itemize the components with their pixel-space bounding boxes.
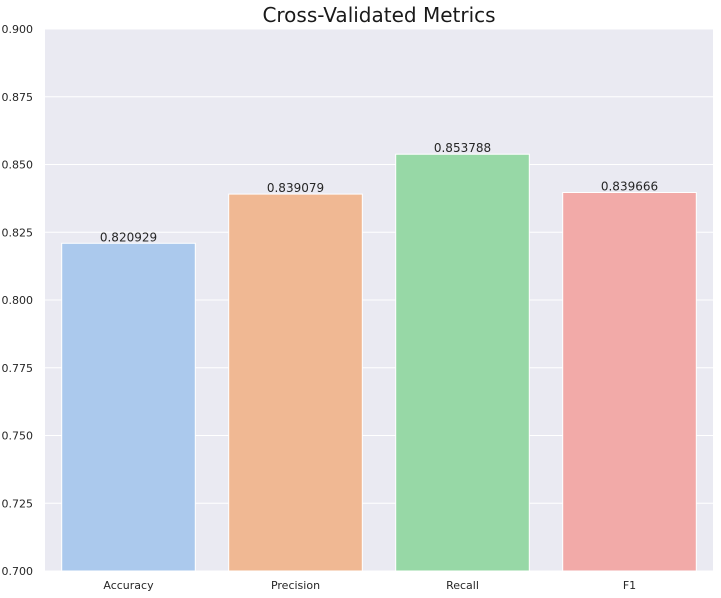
chart-title: Cross-Validated Metrics xyxy=(262,3,495,27)
x-axis-tick-labels: Accuracy Precision Recall F1 xyxy=(103,579,636,592)
bar-precision xyxy=(228,193,363,572)
y-axis-tick-labels: 0.700 0.725 0.750 0.775 0.800 0.825 0.850 0.875… xyxy=(2,23,34,578)
y-tick-label: 0.850 xyxy=(2,159,34,172)
bar-value-label: 0.839666 xyxy=(601,180,658,194)
x-tick-label: F1 xyxy=(623,579,636,592)
bar-value-label: 0.820929 xyxy=(100,230,157,244)
x-tick-label: Recall xyxy=(446,579,479,592)
bar-f1 xyxy=(562,192,697,572)
bar-value-labels: 0.820929 0.839079 0.853788 0.839666 xyxy=(100,141,658,244)
y-tick-label: 0.800 xyxy=(2,294,34,307)
y-tick-label: 0.725 xyxy=(2,497,34,510)
y-tick-label: 0.750 xyxy=(2,430,34,443)
y-tick-label: 0.700 xyxy=(2,565,34,578)
bar-recall xyxy=(395,153,530,572)
y-tick-label: 0.875 xyxy=(2,91,34,104)
bars xyxy=(61,153,697,572)
bar-value-label: 0.839079 xyxy=(267,181,324,195)
y-tick-label: 0.900 xyxy=(2,23,34,36)
x-tick-label: Precision xyxy=(271,579,320,592)
y-tick-label: 0.775 xyxy=(2,362,34,375)
x-tick-label: Accuracy xyxy=(103,579,154,592)
bar-accuracy xyxy=(61,242,196,572)
y-tick-label: 0.825 xyxy=(2,226,34,239)
bar-value-label: 0.853788 xyxy=(434,141,491,155)
